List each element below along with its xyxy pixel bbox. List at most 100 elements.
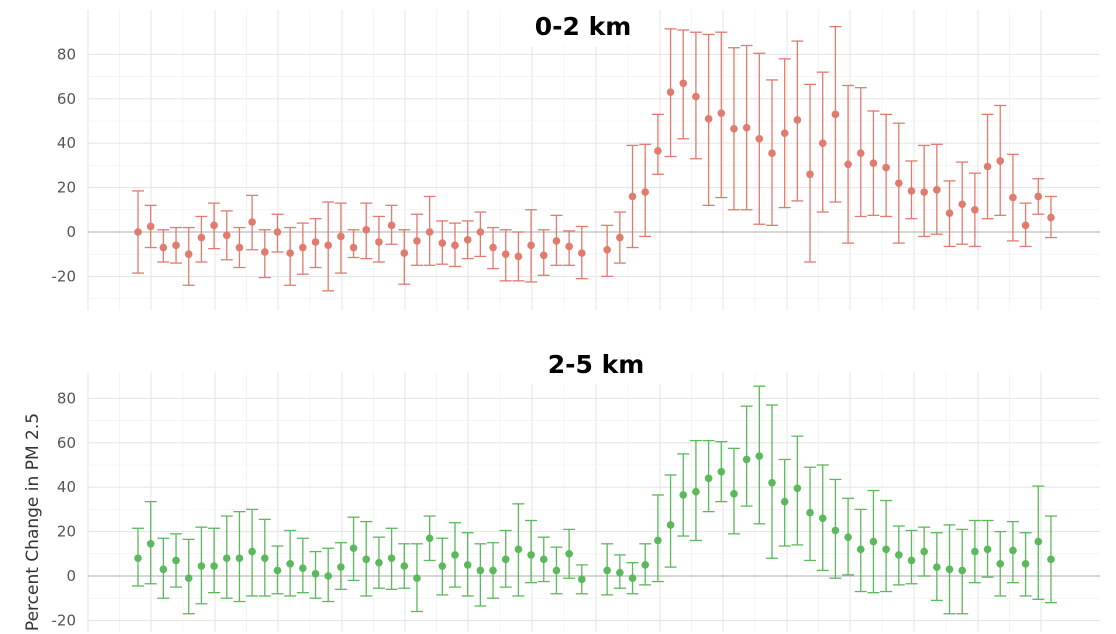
panel1-data-point [210, 221, 218, 230]
panel2-data-point [793, 484, 802, 493]
panel1-ytick-label: 40 [57, 134, 76, 152]
panel2-data-point [616, 568, 624, 577]
panel2-data-point [996, 559, 1005, 568]
panel2-data-point [920, 547, 928, 556]
panel1-ytick-label: -20 [52, 267, 77, 285]
panel1-data-point [704, 114, 713, 123]
panel1-data-point [856, 149, 865, 157]
panel2-data-point [1047, 555, 1055, 564]
panel1-title: 0-2 km [535, 12, 632, 41]
panel2-ytick-label: 0 [66, 567, 76, 585]
panel2-data-point [869, 537, 878, 546]
panel2-data-point [425, 534, 434, 543]
panel2-data-point [286, 559, 294, 568]
panel1-data-point [971, 206, 979, 214]
panel1-data-point [438, 239, 447, 247]
panel1-data-point [565, 242, 573, 251]
panel1-data-point [451, 241, 459, 250]
panel2-ytick-label: -20 [52, 611, 77, 629]
panel1-data-point [324, 241, 333, 250]
panel2-data-point [717, 467, 726, 476]
panel2-data-point [730, 490, 738, 498]
panel2-data-point [971, 547, 979, 556]
panel1-ytick-label: 0 [66, 223, 76, 241]
panel2-data-point [311, 569, 320, 578]
panel2-data-point [768, 478, 776, 487]
panel2-data-point [882, 545, 890, 554]
panel2-data-point [895, 551, 903, 559]
panel1-data-point [806, 170, 814, 179]
panel2-data-point [933, 563, 941, 571]
panel1-data-point [425, 228, 434, 236]
panel2-data-point [692, 487, 700, 496]
panel1-data-point [501, 250, 510, 258]
panel1-data-point [159, 243, 168, 252]
panel2-data-point [261, 554, 269, 563]
panel1-data-point [489, 243, 497, 252]
panel2-ylabel: Percent Change in PM 2.5 [23, 413, 43, 631]
panel1-data-point [742, 123, 751, 132]
panel2-data-point [1034, 537, 1043, 546]
panel1-data-point [286, 249, 294, 257]
panel2-data-point [742, 455, 751, 464]
panel1-data-point [755, 134, 764, 143]
panel1-data-point [831, 110, 840, 119]
panel1-data-point [222, 231, 231, 240]
panel1-data-point [844, 160, 852, 169]
panel1-data-point [184, 250, 193, 258]
panel1-data-point [1021, 221, 1030, 230]
panel2-ytick-label: 80 [57, 389, 76, 407]
panel2-data-point [273, 566, 282, 575]
panel2-data-point [641, 561, 649, 569]
panel2-data-point [831, 526, 840, 535]
panel2-data-point [362, 555, 371, 564]
panel1-data-point [1034, 192, 1043, 201]
panel1-data-point [945, 209, 954, 217]
panel2-data-point [603, 566, 611, 575]
panel2-title-bg [528, 344, 664, 384]
panel1-data-point [248, 218, 256, 226]
panel1-data-point [1009, 193, 1017, 202]
panel2-data-point [387, 554, 396, 563]
panel2-data-point [337, 563, 345, 571]
panel2-data-point [349, 544, 358, 553]
panel1-data-point [692, 92, 700, 101]
panel1-data-point [400, 249, 409, 257]
panel1-data-point [616, 233, 624, 242]
panel1-data-point [197, 233, 206, 242]
panel2-data-point [438, 562, 447, 570]
panel1-data-point [311, 238, 320, 246]
panel2-data-point [222, 554, 231, 563]
panel2-title: 2-5 km [548, 350, 645, 379]
panel2-data-point [324, 572, 333, 580]
panel1-data-point [1047, 213, 1055, 222]
panel1-data-point [730, 124, 738, 133]
panel1-data-point [578, 249, 586, 257]
panel2-data-point [184, 574, 193, 583]
panel1-data-point [666, 88, 675, 96]
panel1-data-point [261, 248, 269, 256]
panel1-data-point [146, 222, 155, 231]
panel2-data-point [248, 547, 256, 556]
panel2-data-point [565, 550, 573, 558]
panel1-ytick-label: 80 [57, 45, 76, 63]
panel2-data-point [780, 497, 789, 506]
panel1-data-point [933, 186, 941, 194]
panel1-data-point [387, 221, 396, 230]
panel1-data-point [463, 235, 472, 244]
panel1-data-point [780, 129, 789, 138]
panel2-data-point [451, 551, 459, 559]
panel1-data-point [768, 149, 776, 157]
panel2-data-point [235, 554, 244, 563]
panel1-data-point [882, 163, 890, 172]
panel1-data-point [134, 228, 142, 236]
panel1-data-point [413, 237, 421, 245]
panel2-data-point [299, 564, 307, 573]
panel2-data-point [527, 551, 535, 559]
panel2-data-point [704, 474, 713, 483]
panel2-data-point [628, 574, 637, 583]
panel1-data-point [172, 241, 180, 250]
panel1-data-point [907, 187, 916, 195]
panel1-data-point [603, 245, 611, 254]
panel2-ytick-label: 20 [57, 523, 76, 541]
